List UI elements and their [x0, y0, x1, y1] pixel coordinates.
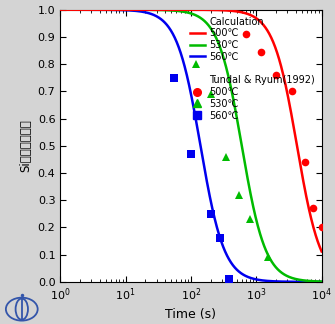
Y-axis label: Si粒子の体積率: Si粒子の体積率: [19, 120, 32, 172]
Legend: Calculation, 500℃, 530℃, 560℃,  , Tundal & Ryum(1992), 500℃, 530℃, 560℃: Calculation, 500℃, 530℃, 560℃, , Tundal …: [188, 15, 317, 122]
X-axis label: Time (s): Time (s): [165, 307, 216, 320]
